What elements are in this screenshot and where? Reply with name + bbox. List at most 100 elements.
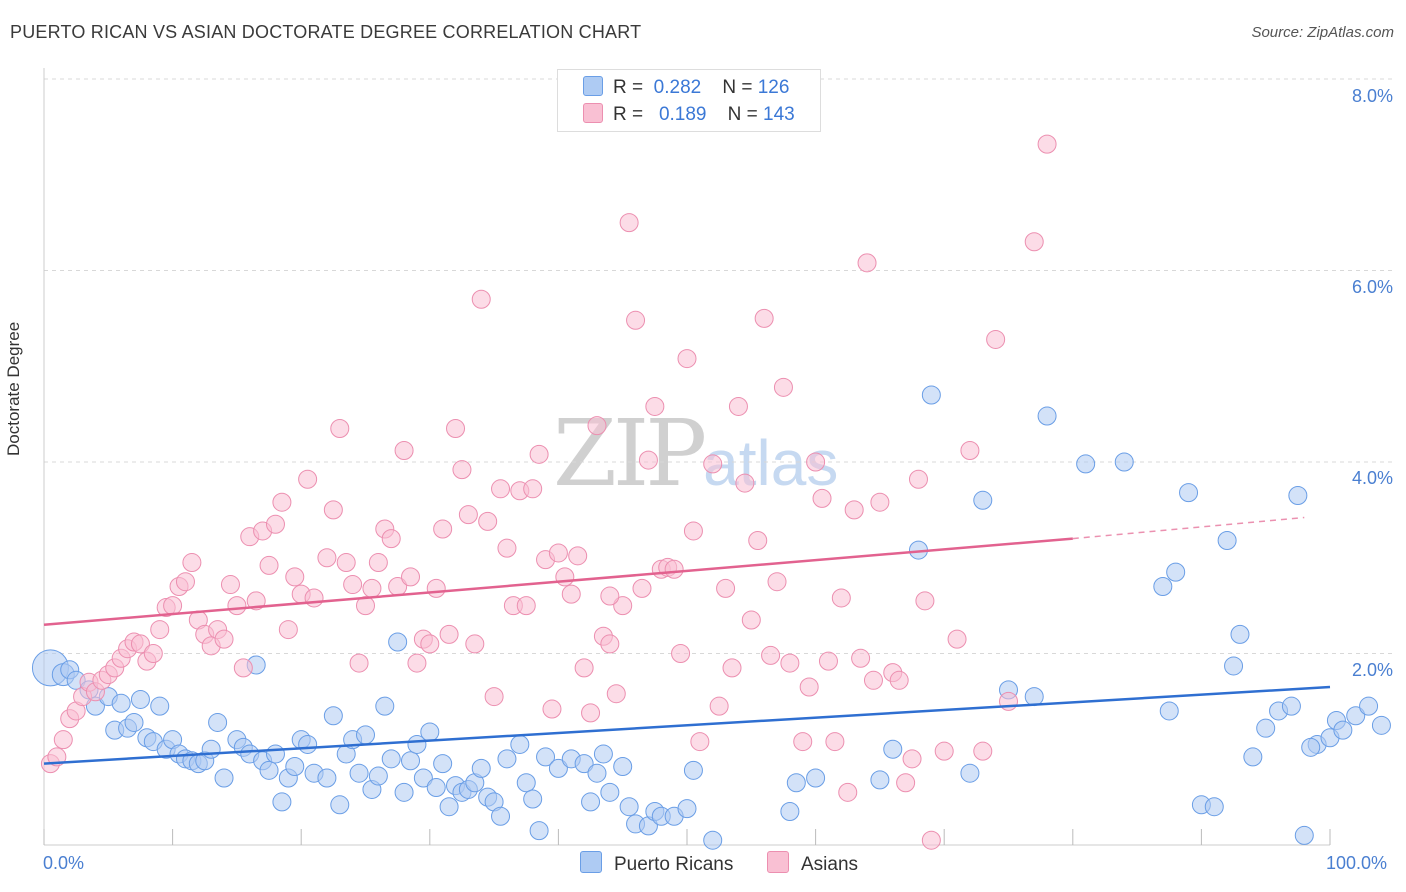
data-point-asians bbox=[863, 670, 883, 690]
bottom-legend-label: Asians bbox=[801, 854, 859, 875]
data-point-asians bbox=[349, 653, 369, 673]
data-point-asians bbox=[304, 588, 324, 608]
data-point-asians bbox=[908, 469, 928, 489]
data-point-puerto-ricans bbox=[401, 751, 421, 771]
data-point-asians bbox=[285, 567, 305, 587]
data-point-puerto-ricans bbox=[426, 778, 446, 798]
data-point-asians bbox=[53, 730, 73, 750]
data-point-asians bbox=[818, 651, 838, 671]
data-point-puerto-ricans bbox=[471, 758, 491, 778]
data-point-puerto-ricans bbox=[349, 763, 369, 783]
series-asians bbox=[40, 134, 1057, 850]
data-point-asians bbox=[336, 553, 356, 573]
x-tick-label: 100.0% bbox=[1326, 853, 1388, 873]
data-point-asians bbox=[227, 596, 247, 616]
data-point-asians bbox=[581, 703, 601, 723]
data-point-asians bbox=[825, 732, 845, 752]
data-point-puerto-ricans bbox=[536, 747, 556, 767]
data-point-asians bbox=[516, 596, 536, 616]
data-point-asians bbox=[838, 782, 858, 802]
data-point-asians bbox=[278, 620, 298, 640]
y-axis-label: Doctorate Degree bbox=[4, 321, 23, 456]
data-point-puerto-ricans bbox=[1281, 696, 1301, 716]
data-point-asians bbox=[709, 696, 729, 716]
data-point-puerto-ricans bbox=[124, 712, 144, 732]
data-point-puerto-ricans bbox=[1179, 483, 1199, 503]
data-point-asians bbox=[497, 538, 517, 558]
bottom-legend-asians: Asians bbox=[767, 851, 858, 876]
data-point-puerto-ricans bbox=[208, 712, 228, 732]
data-point-puerto-ricans bbox=[683, 760, 703, 780]
data-point-asians bbox=[214, 629, 234, 649]
data-point-puerto-ricans bbox=[491, 806, 511, 826]
axes bbox=[43, 68, 1331, 846]
data-point-puerto-ricans bbox=[1076, 454, 1096, 474]
trend-lines bbox=[43, 516, 1331, 765]
data-point-asians bbox=[471, 289, 491, 309]
data-point-asians bbox=[458, 505, 478, 525]
data-point-asians bbox=[767, 572, 787, 592]
data-point-asians bbox=[632, 578, 652, 598]
data-point-asians bbox=[960, 441, 980, 461]
data-point-puerto-ricans bbox=[619, 797, 639, 817]
data-point-puerto-ricans bbox=[786, 773, 806, 793]
data-point-puerto-ricans bbox=[529, 821, 549, 841]
data-point-asians bbox=[606, 684, 626, 704]
data-point-puerto-ricans bbox=[1037, 406, 1057, 426]
data-point-asians bbox=[401, 567, 421, 587]
legend-r-value: 0.189 bbox=[658, 104, 707, 125]
data-point-asians bbox=[921, 830, 941, 850]
legend-swatch-blue bbox=[583, 76, 603, 96]
series-puerto-ricans bbox=[31, 385, 1391, 850]
data-point-asians bbox=[175, 572, 195, 592]
data-point-puerto-ricans bbox=[130, 689, 150, 709]
data-point-puerto-ricans bbox=[1294, 825, 1314, 845]
legend-n-value: 126 bbox=[757, 77, 790, 98]
trend-line-asians-extension bbox=[1072, 516, 1305, 540]
data-point-asians bbox=[452, 460, 472, 480]
data-point-puerto-ricans bbox=[439, 797, 459, 817]
watermark-zip: ZIP bbox=[553, 400, 707, 507]
data-point-asians bbox=[870, 492, 890, 512]
data-point-asians bbox=[947, 629, 967, 649]
data-point-puerto-ricans bbox=[510, 734, 530, 754]
data-point-puerto-ricans bbox=[548, 758, 568, 778]
data-point-asians bbox=[233, 658, 253, 678]
data-point-asians bbox=[671, 644, 691, 663]
data-point-asians bbox=[368, 553, 388, 573]
data-point-puerto-ricans bbox=[388, 632, 408, 652]
legend-r-label: R = bbox=[613, 77, 644, 98]
data-point-asians bbox=[130, 634, 150, 654]
data-point-asians bbox=[735, 473, 755, 493]
data-point-asians bbox=[555, 567, 575, 587]
legend-n-label: N = bbox=[727, 104, 758, 125]
data-point-puerto-ricans bbox=[413, 768, 433, 788]
bottom-legend-puerto-ricans: Puerto Ricans bbox=[580, 851, 733, 876]
data-point-asians bbox=[799, 677, 819, 697]
data-point-puerto-ricans bbox=[1166, 562, 1186, 582]
data-point-asians bbox=[645, 396, 665, 416]
data-point-puerto-ricans bbox=[317, 768, 337, 788]
data-point-asians bbox=[529, 444, 549, 464]
data-point-asians bbox=[465, 634, 485, 654]
legend-r-value: 0.282 bbox=[653, 77, 702, 98]
data-point-puerto-ricans bbox=[1371, 715, 1391, 735]
data-point-asians bbox=[433, 519, 453, 539]
data-point-puerto-ricans bbox=[1346, 706, 1366, 726]
data-point-puerto-ricans bbox=[1114, 452, 1134, 472]
data-point-asians bbox=[716, 578, 736, 598]
bottom-legend-label: Puerto Ricans bbox=[614, 854, 734, 875]
data-point-asians bbox=[831, 588, 851, 608]
data-point-asians bbox=[587, 416, 607, 436]
data-point-asians bbox=[407, 653, 427, 673]
data-point-asians bbox=[272, 492, 292, 512]
data-point-puerto-ricans bbox=[1024, 687, 1044, 707]
data-point-puerto-ricans bbox=[1359, 696, 1379, 716]
data-point-asians bbox=[330, 418, 350, 438]
data-point-asians bbox=[317, 548, 337, 568]
data-point-puerto-ricans bbox=[677, 799, 697, 819]
data-point-puerto-ricans bbox=[1243, 747, 1263, 767]
y-tick-label: 4.0% bbox=[1351, 468, 1393, 488]
data-point-asians bbox=[446, 418, 466, 438]
data-point-asians bbox=[973, 741, 993, 761]
